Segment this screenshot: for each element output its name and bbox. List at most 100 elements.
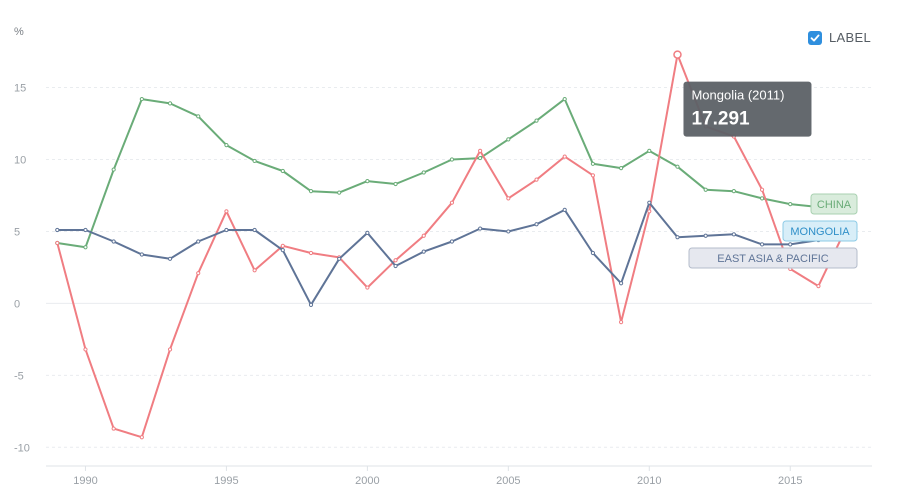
y-tick-label: 5	[14, 226, 20, 238]
data-point	[506, 229, 511, 234]
data-point	[196, 114, 201, 119]
series-label: MONGOLIA	[790, 226, 850, 238]
data-point	[111, 167, 116, 172]
data-point	[562, 207, 567, 212]
data-point	[83, 245, 88, 250]
y-unit-label: %	[14, 26, 24, 38]
data-point	[337, 256, 342, 261]
x-tick-label: 2000	[355, 475, 379, 487]
data-point	[139, 96, 144, 102]
data-point	[788, 202, 793, 207]
data-point	[308, 250, 314, 256]
data-point	[167, 101, 173, 106]
data-point	[675, 235, 680, 240]
data-point	[308, 189, 314, 194]
data-point	[759, 187, 765, 192]
data-point	[816, 284, 821, 289]
label-toggle-text: LABEL	[829, 30, 871, 45]
y-tick-label: -5	[14, 370, 24, 382]
axes: 15 10 5 0 -5 -10 1990 1995 2000 2005 2010 2015	[14, 83, 872, 487]
data-point	[534, 118, 539, 123]
data-point	[647, 209, 652, 214]
highlighted-point	[673, 50, 682, 59]
data-point	[449, 239, 455, 244]
data-point	[83, 347, 88, 352]
tooltip-value: 17.291	[691, 109, 750, 130]
data-point	[647, 148, 652, 153]
data-point	[83, 227, 88, 233]
data-point	[365, 178, 370, 184]
data-point	[534, 222, 539, 227]
data-point	[365, 285, 370, 290]
data-point	[393, 181, 398, 187]
data-point	[759, 196, 765, 201]
data-point	[675, 164, 680, 169]
data-point	[252, 268, 257, 273]
data-point	[759, 242, 765, 247]
tooltip-title: Mongolia (2011)	[691, 88, 784, 103]
data-point	[280, 248, 285, 253]
data-point	[337, 190, 342, 195]
data-point	[393, 263, 398, 269]
y-tick-label: 0	[14, 298, 20, 310]
data-point	[618, 281, 624, 286]
data-point	[421, 233, 426, 238]
data-point	[139, 435, 144, 440]
x-tick-label: 2005	[496, 475, 520, 487]
data-point	[478, 226, 483, 231]
data-point	[224, 209, 229, 214]
data-point	[478, 148, 483, 153]
label-toggle[interactable]: LABEL	[808, 30, 871, 45]
data-point	[590, 173, 596, 178]
gridlines	[46, 87, 872, 448]
series-label-box	[688, 247, 858, 269]
series-label-box	[782, 220, 858, 242]
series-labels: CHINA MONGOLIA EAST ASIA & PACIFIC	[688, 193, 858, 269]
data-point	[618, 320, 624, 325]
data-point	[449, 157, 455, 162]
x-tick-label: 2010	[637, 475, 661, 487]
data-point	[224, 227, 229, 233]
data-point	[534, 177, 539, 182]
y-tick-label: -10	[14, 442, 30, 454]
tooltip: Mongolia (2011) 17.291	[683, 81, 812, 137]
data-point	[788, 242, 793, 247]
data-point	[280, 243, 285, 248]
data-point	[139, 252, 144, 257]
data-point	[252, 227, 257, 233]
data-point	[647, 200, 652, 205]
data-point	[196, 239, 201, 244]
data-point	[618, 166, 624, 171]
data-point	[111, 426, 116, 431]
data-point	[280, 168, 285, 174]
label-checkbox[interactable]	[808, 30, 822, 45]
data-point	[731, 232, 736, 237]
check-icon	[810, 34, 820, 41]
data-point	[562, 154, 567, 159]
data-point	[55, 227, 60, 233]
data-point	[224, 143, 229, 148]
data-point	[449, 200, 455, 205]
tooltip-box	[683, 81, 812, 137]
series-label: EAST ASIA & PACIFIC	[717, 253, 829, 265]
y-tick-label: 15	[14, 83, 26, 95]
series-label-box	[810, 193, 858, 215]
data-point	[393, 258, 398, 263]
x-tick-label: 1990	[73, 475, 97, 487]
data-point	[506, 196, 511, 201]
data-point	[167, 347, 173, 352]
data-point	[703, 233, 708, 238]
data-point	[167, 256, 173, 261]
data-point	[478, 155, 483, 161]
series-label: CHINA	[817, 199, 852, 211]
data-point	[590, 161, 596, 166]
data-point	[731, 189, 736, 194]
data-point	[562, 96, 567, 102]
data-point	[55, 240, 60, 246]
data-point	[703, 187, 708, 192]
data-point	[506, 137, 511, 142]
data-point	[590, 250, 596, 256]
x-tick-label: 2015	[778, 475, 802, 487]
data-point	[421, 170, 426, 175]
